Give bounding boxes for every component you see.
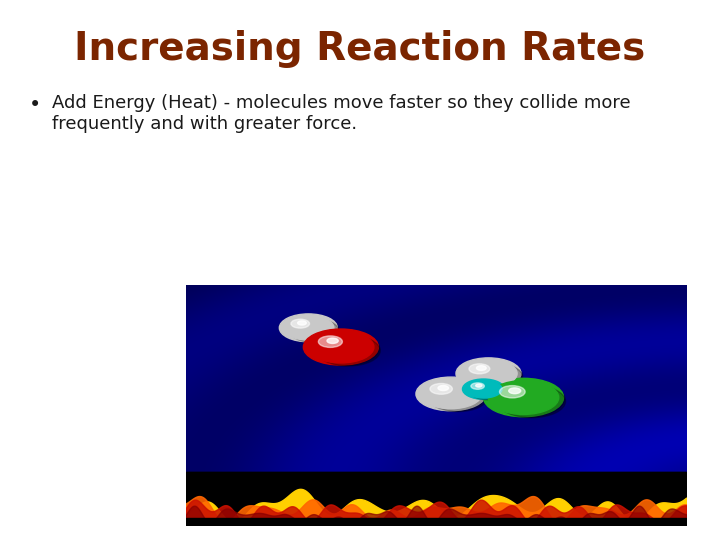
- Circle shape: [484, 379, 564, 417]
- Circle shape: [465, 380, 505, 400]
- Circle shape: [471, 383, 485, 389]
- Circle shape: [317, 335, 380, 366]
- Circle shape: [509, 388, 521, 394]
- Circle shape: [456, 358, 521, 389]
- Circle shape: [477, 366, 486, 370]
- Circle shape: [462, 379, 505, 399]
- Circle shape: [420, 379, 482, 409]
- Circle shape: [297, 321, 306, 325]
- Circle shape: [460, 360, 522, 389]
- Circle shape: [289, 319, 339, 342]
- Circle shape: [500, 386, 525, 398]
- Circle shape: [467, 363, 523, 390]
- Circle shape: [470, 382, 505, 400]
- Circle shape: [327, 338, 338, 343]
- Circle shape: [476, 384, 482, 387]
- Text: •: •: [29, 94, 41, 114]
- Circle shape: [283, 315, 334, 340]
- Circle shape: [428, 383, 487, 411]
- Text: Increasing Reaction Rates: Increasing Reaction Rates: [74, 30, 646, 68]
- Circle shape: [488, 381, 559, 414]
- Circle shape: [303, 329, 379, 365]
- Circle shape: [460, 360, 517, 387]
- Circle shape: [308, 331, 374, 363]
- Circle shape: [489, 381, 564, 417]
- Circle shape: [308, 332, 379, 366]
- Circle shape: [430, 383, 452, 394]
- Circle shape: [318, 336, 343, 347]
- Circle shape: [283, 316, 338, 342]
- Text: Add Energy (Heat) - molecules move faster so they collide more
frequently and wi: Add Energy (Heat) - molecules move faste…: [52, 94, 631, 133]
- Circle shape: [416, 377, 486, 411]
- Circle shape: [291, 319, 310, 328]
- Circle shape: [420, 379, 487, 411]
- Circle shape: [469, 364, 490, 374]
- Circle shape: [465, 380, 502, 398]
- Circle shape: [279, 314, 338, 342]
- Circle shape: [438, 386, 449, 390]
- Circle shape: [498, 385, 566, 418]
